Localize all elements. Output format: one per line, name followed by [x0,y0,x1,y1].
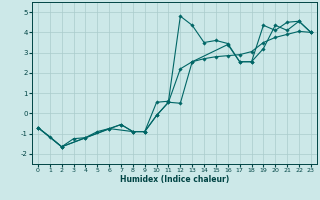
X-axis label: Humidex (Indice chaleur): Humidex (Indice chaleur) [120,175,229,184]
